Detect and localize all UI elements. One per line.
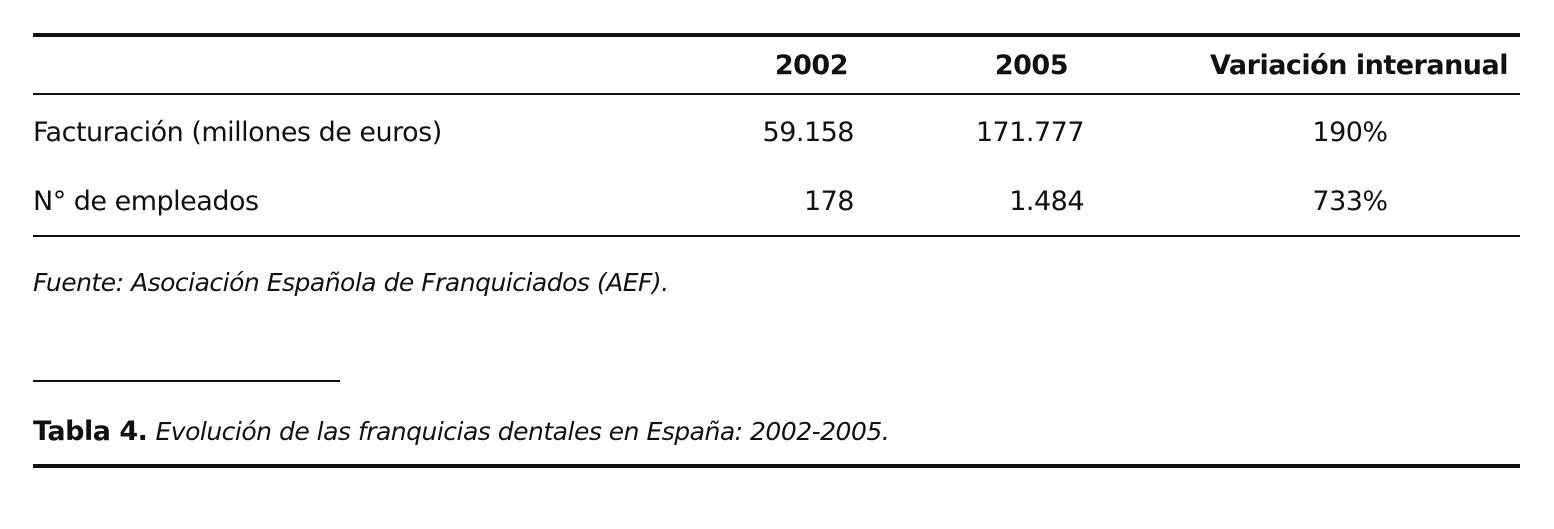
cell: 733% <box>1312 186 1388 217</box>
bottom-rule <box>33 235 1520 237</box>
cell: 171.777 <box>975 117 1085 148</box>
header-rule <box>33 93 1520 95</box>
caption-separator <box>33 380 340 382</box>
cell: 190% <box>1312 117 1388 148</box>
caption-text: Evolución de las franquicias dentales en… <box>155 417 890 446</box>
row-label: Facturación (millones de euros) <box>33 117 442 148</box>
source-note: Fuente: Asociación Española de Franquici… <box>33 268 669 297</box>
cell: 59.158 <box>762 117 855 148</box>
column-header: 2002 <box>774 50 849 81</box>
caption-label: Tabla 4. <box>33 416 148 447</box>
caption: Tabla 4. Evolución de las franquicias de… <box>33 415 890 449</box>
column-header: 2005 <box>994 50 1069 81</box>
cell: 1.484 <box>1009 186 1084 217</box>
top-rule <box>33 33 1520 37</box>
cell: 178 <box>803 186 855 217</box>
column-header: Variación interanual <box>1209 50 1509 81</box>
row-label: N° de empleados <box>33 186 259 217</box>
caption-rule <box>33 464 1520 468</box>
